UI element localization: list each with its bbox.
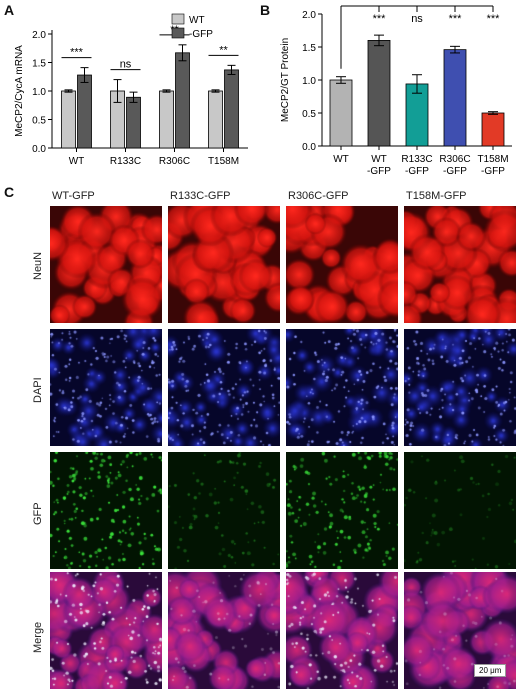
bar-gfp (224, 69, 239, 149)
bar-gfp (126, 96, 141, 149)
panel-label-a: A (4, 2, 15, 18)
micrograph-neun-r306c (286, 206, 398, 323)
micrograph-dapi-wt (50, 329, 162, 446)
x-tick-label: -GFP (405, 166, 429, 177)
y-tick-label: 0.5 (302, 109, 316, 120)
significance-label: ns (120, 59, 132, 71)
x-tick-label: T158M (208, 156, 239, 167)
x-tick-label: WT (371, 154, 387, 165)
y-tick-label: 1.5 (302, 43, 316, 54)
y-tick-label: 1.5 (32, 59, 46, 70)
bar-wt (208, 90, 223, 149)
chart-a-mrna: 0.0 0.5 1.0 1.5 2.0 MeCP2/CycA mRNA WT *** R133C… (14, 13, 248, 167)
significance-label: ns (411, 13, 423, 25)
panel-label-b: B (260, 2, 271, 18)
significance-label: *** (487, 13, 501, 25)
x-tick-label: T158M (477, 154, 508, 165)
y-tick-label: 1.0 (302, 76, 316, 87)
row-label-gfp: GFP (32, 502, 44, 525)
panel-label-c: C (4, 184, 15, 200)
x-tick-label: -GFP (481, 166, 505, 177)
legend-label: WT (189, 15, 205, 26)
legend-swatch (171, 13, 185, 25)
x-tick-label: WT (69, 156, 85, 167)
bar (481, 112, 505, 147)
significance-label: ** (219, 44, 228, 56)
y-tick-label: 0.0 (302, 142, 316, 153)
micrograph-neun-r133c (168, 206, 280, 323)
significance-label: *** (70, 47, 84, 59)
row-label-neun: NeuN (32, 251, 44, 280)
legend-label: -GFP (189, 29, 213, 40)
y-tick-label: 2.0 (302, 10, 316, 21)
micrograph-neun-wt (50, 206, 162, 323)
column-header-wt-gfp: WT-GFP (52, 190, 95, 202)
scale-bar-label: 20 μm (474, 664, 507, 677)
row-label-merge: Merge (32, 621, 44, 653)
bar-wt (159, 90, 174, 149)
x-tick-label: R306C (439, 154, 470, 165)
micrograph-merge-wt (50, 572, 162, 689)
micrograph-gfp-t158m (404, 452, 516, 569)
significance-label: *** (373, 13, 387, 25)
bar-gfp (77, 74, 92, 149)
x-tick-label: WT (333, 154, 349, 165)
micrograph-gfp-r133c (168, 452, 280, 569)
y-tick-label: 2.0 (32, 30, 46, 41)
x-tick-label: R133C (401, 154, 432, 165)
bar (443, 49, 467, 147)
y-axis-label: MeCP2/CycA mRNA (14, 45, 25, 137)
significance-label: *** (449, 13, 463, 25)
micrograph-merge-r306c (286, 572, 398, 689)
y-tick-label: 0.5 (32, 116, 46, 127)
y-tick-label: 1.0 (32, 87, 46, 98)
micrograph-grid: WT-GFP R133C-GFP R306C-GFP T158M-GFP Neu… (0, 190, 520, 689)
micrograph-neun-t158m (404, 206, 516, 323)
micrograph-gfp-r306c (286, 452, 398, 569)
y-axis-label: MeCP2/GT Protein (280, 38, 291, 122)
row-label-dapi: DAPI (32, 377, 44, 403)
micrograph-dapi-r133c (168, 329, 280, 446)
micrograph-dapi-r306c (286, 329, 398, 446)
micrograph-merge-r133c (168, 572, 280, 689)
micrograph-dapi-t158m (404, 329, 516, 446)
x-tick-label: -GFP (367, 166, 391, 177)
bar-wt (61, 90, 76, 149)
column-header-t158m-gfp: T158M-GFP (406, 190, 467, 202)
y-tick-label: 0.0 (32, 144, 46, 155)
x-tick-label: R306C (159, 156, 190, 167)
bar (329, 79, 353, 147)
micrograph-gfp-wt (50, 452, 162, 569)
x-tick-label: -GFP (443, 166, 467, 177)
x-tick-label: R133C (110, 156, 141, 167)
column-header-r133c-gfp: R133C-GFP (170, 190, 231, 202)
column-header-r306c-gfp: R306C-GFP (288, 190, 349, 202)
bar-gfp (175, 52, 190, 149)
bar (367, 40, 391, 147)
legend-swatch (171, 27, 185, 39)
